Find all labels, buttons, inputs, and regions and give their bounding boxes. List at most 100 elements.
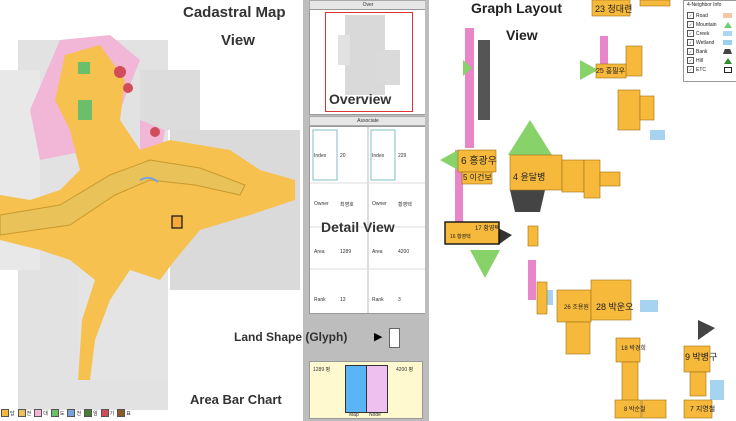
bank-connector (510, 190, 545, 212)
parcel-node[interactable] (527, 225, 539, 247)
parcel-node[interactable] (590, 279, 632, 321)
graph-title: Graph Layout (471, 0, 563, 16)
overview-viewport-frame[interactable] (325, 12, 413, 112)
legend-item-bank[interactable]: ✓ Bank (687, 48, 735, 55)
parcel-node[interactable] (621, 361, 639, 403)
map-legend-swatch (84, 409, 93, 417)
overview-box[interactable] (309, 9, 427, 115)
parcel-node[interactable] (683, 345, 711, 373)
detail-left-area-value: 1289 (340, 249, 352, 255)
map-road (0, 159, 246, 236)
map-legend-swatch (117, 409, 126, 417)
map-legend-swatch (1, 409, 9, 417)
graph-node-label[interactable]: 16 황영택 (450, 234, 471, 240)
parcel-node[interactable] (595, 63, 627, 79)
parcel-node[interactable] (615, 337, 641, 363)
graph-canvas[interactable] (429, 0, 736, 421)
detail-left-rank-label: Rank (314, 297, 326, 303)
parcel-node[interactable] (565, 321, 591, 355)
map-background (140, 70, 200, 130)
detail-left-index-label: Index (314, 153, 327, 159)
road-segment (528, 260, 536, 300)
parcel-node[interactable] (689, 371, 707, 397)
graph-node-label[interactable]: 28 박운오 (596, 302, 634, 312)
detail-right-area-label: Area (372, 249, 383, 255)
map-legend-label: 임 (93, 410, 98, 417)
bar-map (345, 365, 367, 413)
map-region-parcels (0, 45, 295, 380)
parcel-node[interactable] (639, 0, 671, 7)
associate-header: Associate (309, 116, 427, 126)
detail-left-rank-value: 13 (340, 297, 346, 303)
graph-node-label[interactable]: 5 이건보 (463, 173, 492, 182)
neighbor-legend[interactable]: 4-Neighbor Info ✓ Road ✓ Mountain ✓ Creek ✓ Wet… (683, 0, 736, 82)
parcel-node[interactable] (583, 159, 601, 199)
legend-symbol-icon (723, 40, 732, 45)
map-legend-label: 전 (26, 410, 32, 417)
bar-left-value: 1289 평 (313, 367, 331, 373)
mountain-glyph (508, 120, 552, 155)
legend-item-mountain[interactable]: ✓ Mountain (687, 21, 735, 28)
detail-left-area-label: Area (314, 249, 325, 255)
legend-item-road[interactable]: ✓ Road (687, 12, 735, 19)
checkbox-icon[interactable]: ✓ (687, 57, 694, 64)
parcel-node[interactable] (614, 399, 642, 419)
map-river (139, 176, 159, 183)
checkbox-icon[interactable]: ✓ (687, 39, 694, 46)
checkbox-icon[interactable]: ✓ (687, 66, 694, 73)
parcel-node[interactable] (617, 89, 641, 131)
parcel-node[interactable] (561, 159, 585, 193)
legend-item-wetland[interactable]: ✓ Wetland (687, 39, 735, 46)
cadastral-map-pane[interactable]: Cadastral Map View 답 전 대 도 천 임 기 묘 (0, 0, 303, 421)
map-region-red (123, 83, 133, 93)
map-legend-item: 전 (17, 408, 32, 418)
checkbox-icon[interactable]: ✓ (687, 21, 694, 28)
legend-item-hill[interactable]: ✓ Hill (687, 57, 735, 64)
legend-symbol-icon (723, 31, 732, 36)
legend-item-label: Road (696, 12, 708, 19)
legend-title: 4-Neighbor Info (687, 2, 722, 8)
checkbox-icon[interactable]: ✓ (687, 48, 694, 55)
graph-node-label[interactable]: 9 박병구 (685, 352, 718, 362)
checkbox-icon[interactable]: ✓ (687, 12, 694, 19)
parcel-node[interactable] (683, 399, 713, 419)
graph-node-label[interactable]: 17 황영택 (475, 226, 500, 232)
detail-right-index-value: 229 (398, 153, 407, 159)
road-segment (455, 150, 463, 230)
parcel-node[interactable] (625, 45, 643, 77)
detail-right-area-value: 4200 (398, 249, 410, 255)
bar-node-label: Node (369, 412, 381, 418)
parcel-node[interactable] (461, 171, 493, 185)
graph-node-label[interactable]: 18 박경희 (621, 346, 646, 352)
land-shape-label: Land Shape (Glyph) (234, 330, 348, 344)
land-shape-glyph[interactable] (389, 328, 400, 348)
parcel-node[interactable] (639, 95, 655, 121)
cadastral-map-canvas[interactable] (0, 0, 303, 421)
mountain-glyph (470, 250, 500, 278)
legend-item-label: ETC (696, 66, 706, 73)
graph-node-label[interactable]: 23 청대련 (595, 4, 633, 14)
parcel-node[interactable] (591, 0, 631, 17)
map-legend-swatch (100, 409, 109, 417)
graph-node-label[interactable]: 8 박순철 (624, 407, 646, 413)
checkbox-icon[interactable]: ✓ (687, 30, 694, 37)
land-shape-arrow: ▶ (374, 331, 383, 343)
graph-node-label[interactable]: 25 홍필우 (596, 68, 626, 75)
graph-node-label[interactable]: 26 조용원 (564, 305, 589, 311)
selected-parcel[interactable] (171, 215, 183, 229)
graph-node-label[interactable]: 6 홍광우 (461, 156, 497, 167)
map-region-red (114, 66, 126, 78)
parcel-node[interactable] (599, 171, 621, 187)
legend-item-label: Hill (696, 57, 703, 64)
selected-parcel-node[interactable] (444, 221, 500, 245)
map-legend-label: 천 (76, 410, 82, 417)
legend-item-creek[interactable]: ✓ Creek (687, 30, 735, 37)
parcel-node[interactable] (641, 399, 667, 419)
legend-item-etc[interactable]: ✓ ETC (687, 66, 735, 73)
map-legend-item: 도 (50, 408, 64, 418)
detail-left-owner-label: Owner (314, 201, 329, 207)
graph-node-label[interactable]: 4 윤달병 (513, 172, 546, 182)
parcel-node[interactable] (536, 281, 548, 315)
area-bar-chart[interactable]: 1289 평 4200 평 Map Node (309, 361, 423, 419)
graph-node-label[interactable]: 7 지영철 (690, 406, 716, 413)
